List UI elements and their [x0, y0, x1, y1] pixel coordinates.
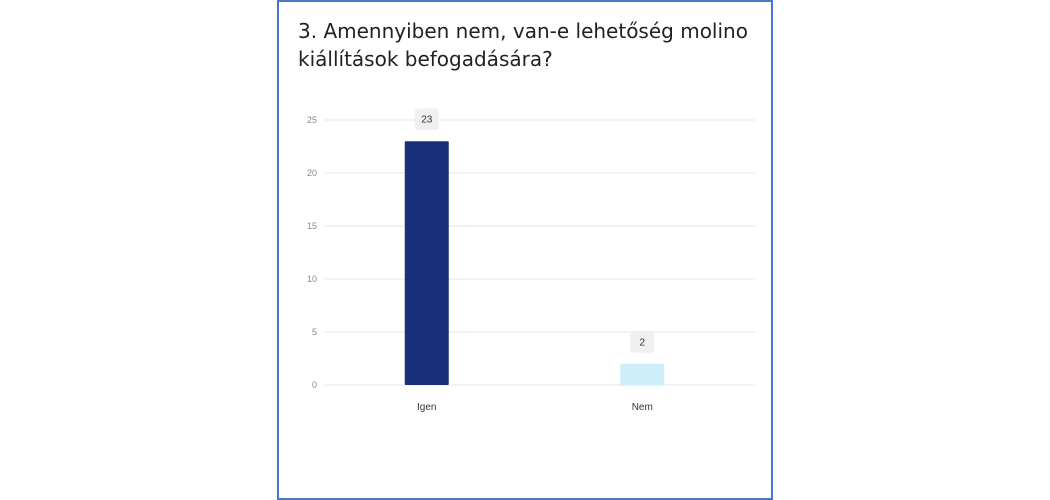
y-tick-label: 5: [312, 327, 317, 337]
bar-igen: [404, 141, 449, 385]
y-tick-label: 20: [307, 168, 317, 178]
data-label-badge: [414, 108, 439, 131]
y-tick-label: 0: [312, 380, 317, 390]
chart-card: 3. Amennyiben nem, van-e lehetőség molin…: [277, 0, 773, 500]
x-tick-label: Nem: [632, 402, 653, 413]
data-label-badge: [630, 330, 655, 353]
gridlines: [324, 119, 755, 386]
y-tick-label: 25: [307, 115, 317, 125]
y-tick-label: 10: [307, 274, 317, 284]
bar-nem: [620, 363, 665, 385]
chart-title: 3. Amennyiben nem, van-e lehetőség molin…: [298, 19, 748, 71]
x-tick-label: Igen: [417, 402, 436, 413]
y-tick-label: 15: [307, 221, 317, 231]
data-label: 23: [421, 115, 433, 126]
data-label: 2: [639, 337, 645, 348]
bar-chart: 0 5 10 15 20 25 23 Igen 2 Nem: [307, 108, 755, 413]
